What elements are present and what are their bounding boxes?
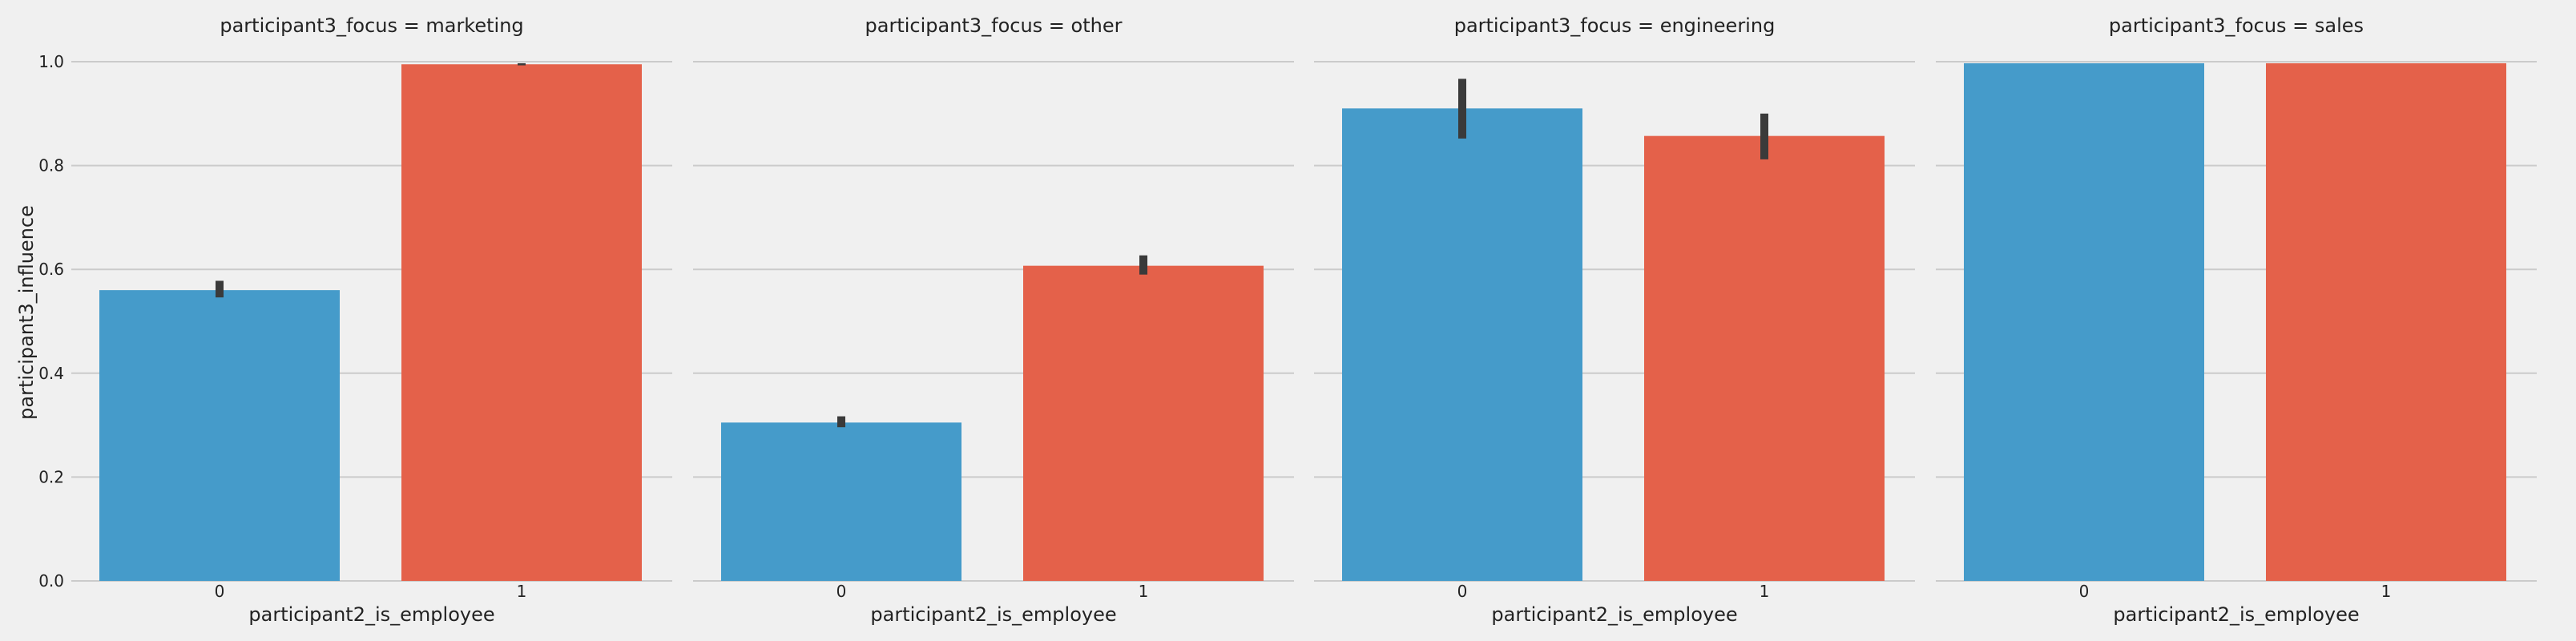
bar bbox=[99, 290, 340, 581]
bar bbox=[1964, 62, 2204, 582]
facet-title: participant3_focus = sales bbox=[2109, 14, 2364, 37]
bar bbox=[721, 422, 961, 581]
bar bbox=[401, 64, 642, 582]
y-tick-label: 0.4 bbox=[38, 364, 64, 383]
x-axis-label: participant2_is_employee bbox=[1491, 603, 1737, 626]
bar bbox=[1023, 265, 1264, 581]
bar bbox=[1644, 135, 1885, 581]
facet-panel: participant3_focus = sales 0 1 participant2… bbox=[1936, 14, 2537, 626]
facet-title: participant3_focus = engineering bbox=[1454, 14, 1776, 37]
facet-panel: 0.0 0.2 0.4 0.6 0.8 1.0 participant3_focus = m… bbox=[38, 14, 672, 626]
bar bbox=[2266, 62, 2506, 582]
x-tick-label: 1 bbox=[1139, 582, 1149, 601]
y-tick-label: 0.0 bbox=[38, 571, 64, 591]
x-axis-label: participant2_is_employee bbox=[248, 603, 494, 626]
x-axis-label: participant2_is_employee bbox=[870, 603, 1116, 626]
facet-panel: participant3_focus = engineering 0 1 partic… bbox=[1314, 14, 1915, 626]
y-tick-label: 1.0 bbox=[38, 52, 64, 71]
facet-title: participant3_focus = other bbox=[865, 14, 1123, 37]
facet-title: participant3_focus = marketing bbox=[220, 14, 523, 37]
facet-panel: participant3_focus = other 0 1 participant2… bbox=[693, 14, 1294, 626]
y-axis-label: participant3_influence bbox=[15, 205, 38, 420]
x-tick-label: 0 bbox=[215, 582, 225, 601]
x-tick-label: 1 bbox=[2381, 582, 2392, 601]
y-tick-label: 0.2 bbox=[38, 467, 64, 486]
x-tick-label: 1 bbox=[517, 582, 527, 601]
bar bbox=[1342, 108, 1582, 581]
x-tick-label: 0 bbox=[2079, 582, 2090, 601]
y-tick-label: 0.8 bbox=[38, 156, 64, 175]
x-axis-label: participant2_is_employee bbox=[2113, 603, 2359, 626]
x-tick-label: 1 bbox=[1760, 582, 1770, 601]
y-tick-label: 0.6 bbox=[38, 260, 64, 279]
x-tick-label: 0 bbox=[836, 582, 847, 601]
x-tick-label: 0 bbox=[1457, 582, 1468, 601]
